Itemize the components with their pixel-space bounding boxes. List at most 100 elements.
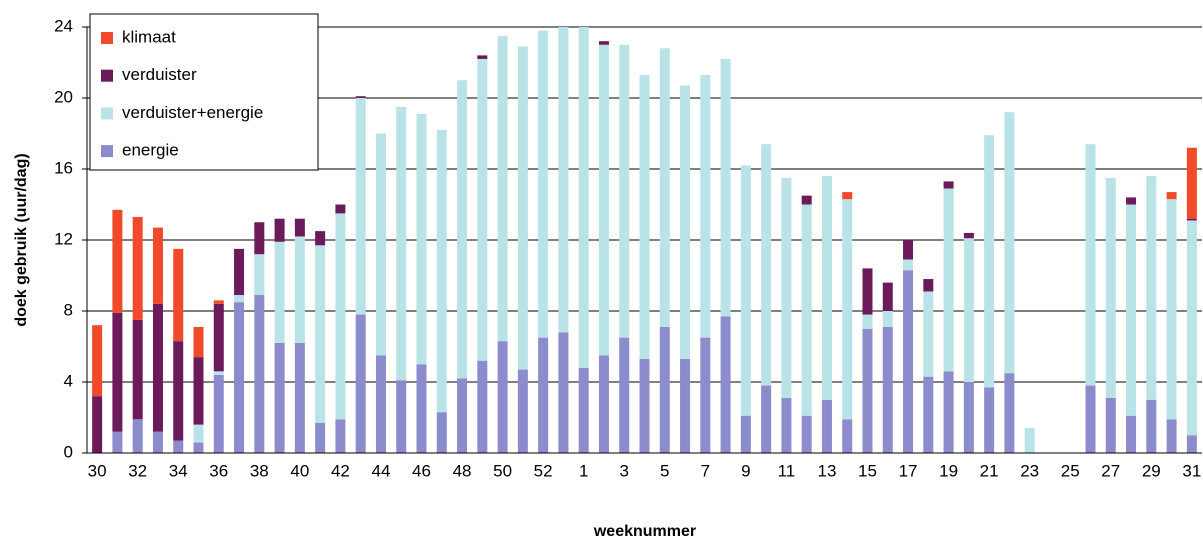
bar-segment <box>315 245 326 423</box>
bar-segment <box>1126 415 1137 453</box>
bar-segment <box>558 27 569 333</box>
bar-segment <box>315 422 326 453</box>
bar-segment <box>517 46 528 370</box>
bar-segment <box>903 240 914 260</box>
bar-segment <box>882 311 893 327</box>
bar-segment <box>598 44 609 356</box>
legend-swatch <box>101 32 113 44</box>
bar-segment <box>538 30 549 338</box>
bar-segment <box>598 355 609 453</box>
bar-segment <box>254 222 265 255</box>
bar-segment <box>1105 397 1116 453</box>
bar-segment <box>294 218 305 237</box>
bar-segment <box>1186 220 1197 436</box>
bar-segment <box>355 96 366 98</box>
bar-segment <box>355 314 366 453</box>
legend-label: verduister <box>122 65 197 84</box>
bar-segment <box>1024 428 1035 453</box>
bar-segment <box>598 41 609 45</box>
bar-segment <box>152 303 163 432</box>
bar-segment <box>152 431 163 453</box>
bar-segment <box>740 415 751 453</box>
bar-segment <box>274 342 285 453</box>
legend-swatch <box>101 107 113 120</box>
y-tick-label: 20 <box>54 87 73 106</box>
bar-segment <box>578 27 589 368</box>
x-tick-label: 46 <box>412 461 431 480</box>
bar-segment <box>254 295 265 453</box>
bar-segment <box>92 325 103 397</box>
bar-segment <box>213 374 224 453</box>
y-axis-title: doek gebruik (uur/dag) <box>13 153 30 326</box>
bar-segment <box>193 357 204 425</box>
bar-segment <box>1166 419 1177 453</box>
bar-segment <box>1146 399 1157 453</box>
bar-segment <box>538 337 549 453</box>
bar-segment <box>132 216 143 320</box>
x-tick-label: 34 <box>169 461 188 480</box>
x-tick-label: 38 <box>250 461 269 480</box>
bar-segment <box>1186 218 1197 221</box>
bar-segment <box>984 387 995 453</box>
bar-segment <box>1166 199 1177 420</box>
bar-segment <box>943 188 954 372</box>
y-tick-label: 12 <box>54 229 73 248</box>
x-tick-label: 40 <box>290 461 309 480</box>
bar-segment <box>517 369 528 453</box>
x-tick-label: 48 <box>453 461 472 480</box>
x-axis-title: weeknummer <box>593 523 696 540</box>
legend-label: klimaat <box>122 27 176 46</box>
bar-segment <box>882 326 893 453</box>
x-tick-label: 32 <box>128 461 147 480</box>
bar-segment <box>1186 147 1197 219</box>
x-tick-label: 21 <box>980 461 999 480</box>
bar-segment <box>1004 112 1015 374</box>
bar-segment <box>274 218 285 242</box>
bar-segment <box>375 133 386 356</box>
legend-label: verduister+energie <box>122 103 263 122</box>
bar-segment <box>1085 385 1096 453</box>
x-tick-label: 27 <box>1101 461 1120 480</box>
bar-segment <box>1085 144 1096 386</box>
x-tick-label: 29 <box>1142 461 1161 480</box>
x-tick-label: 5 <box>660 461 669 480</box>
bar-segment <box>619 337 630 453</box>
bar-segment <box>457 80 468 379</box>
legend-box <box>89 13 319 171</box>
x-tick-label: 52 <box>534 461 553 480</box>
bar-segment <box>152 227 163 304</box>
bar-segment <box>396 106 407 381</box>
bar-segment <box>781 397 792 453</box>
x-tick-label: 17 <box>899 461 918 480</box>
bar-segment <box>173 440 184 453</box>
bar-segment <box>335 213 346 420</box>
bar-segment <box>680 85 691 359</box>
bar-segment <box>375 355 386 453</box>
bar-segment <box>213 300 224 304</box>
bar-segment <box>234 295 245 303</box>
x-tick-label: 30 <box>88 461 107 480</box>
bar-segment <box>842 192 853 200</box>
bar-segment <box>963 238 974 382</box>
x-tick-label: 7 <box>701 461 710 480</box>
bar-segment <box>903 270 914 453</box>
bar-segment <box>700 337 711 453</box>
bar-segment <box>659 48 670 327</box>
y-tick-label: 4 <box>64 371 73 390</box>
legend-swatch <box>101 69 113 82</box>
x-tick-label: 23 <box>1020 461 1039 480</box>
bar-segment <box>659 326 670 453</box>
bar-segment <box>315 231 326 246</box>
bar-segment <box>132 319 143 420</box>
bar-segment <box>639 74 650 359</box>
bar-segment <box>720 316 731 453</box>
y-tick-label: 8 <box>64 300 73 319</box>
bar-segment <box>943 181 954 189</box>
bar-segment <box>112 209 123 313</box>
bar-segment <box>173 248 184 342</box>
bar-segment <box>903 259 914 271</box>
legend-label: energie <box>122 141 179 160</box>
bar-segment <box>457 378 468 453</box>
bar-segment <box>436 129 447 413</box>
bar-segment <box>193 424 204 443</box>
